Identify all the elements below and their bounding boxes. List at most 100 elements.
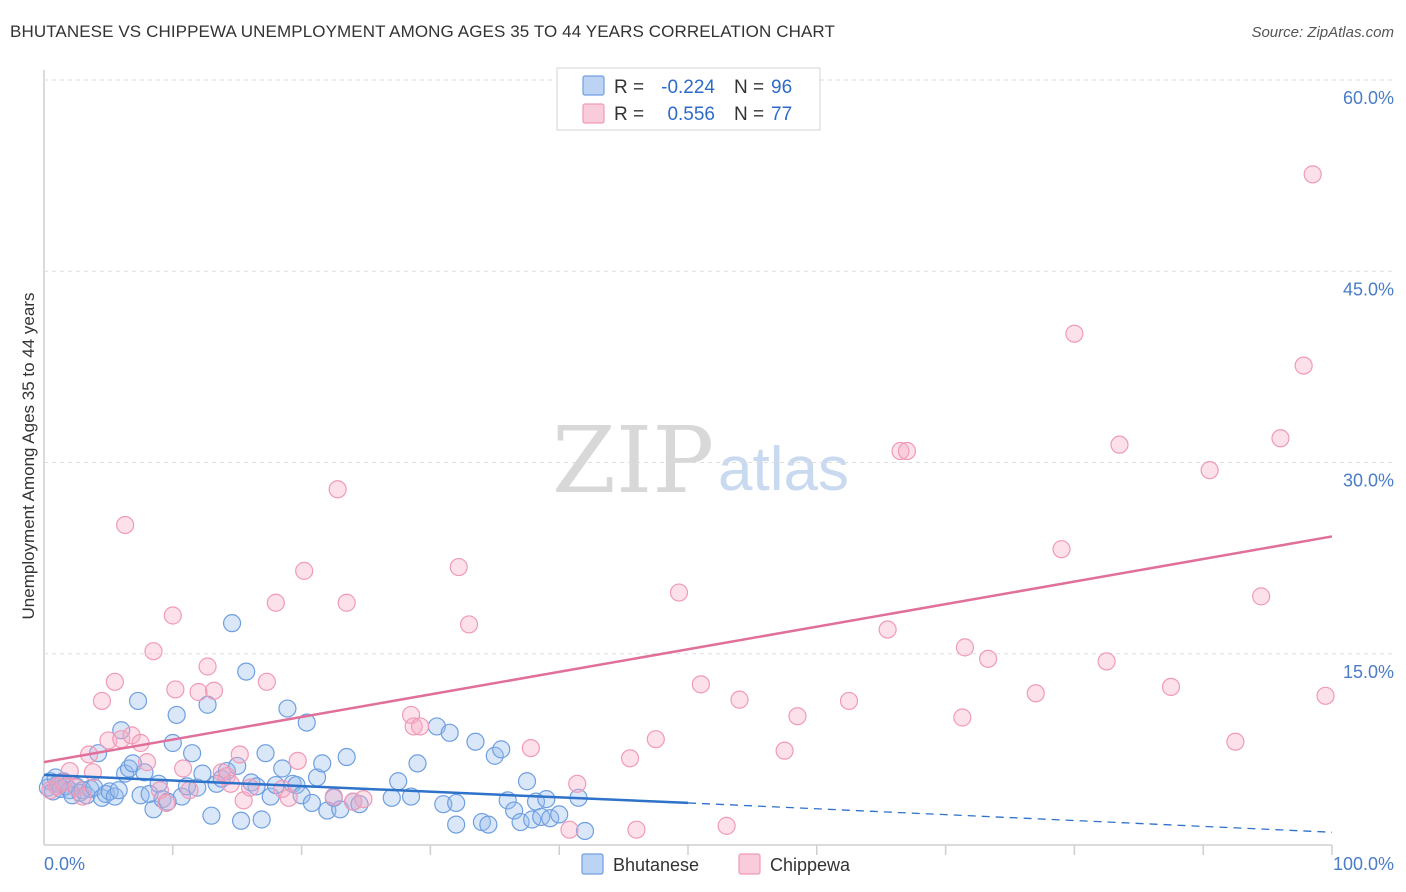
- bhutanese-point-68: [337, 747, 356, 767]
- chippewa-point-70: [1097, 652, 1116, 671]
- chippewa-point-9: [99, 731, 118, 750]
- chippewa-point-15: [137, 753, 157, 772]
- chippewa-point-55: [691, 675, 710, 694]
- chippewa-point-60: [839, 691, 859, 711]
- legend-n-value-2: 77: [771, 104, 792, 125]
- bhutanese-point-88: [517, 772, 537, 791]
- bhutanese-point-84: [492, 740, 511, 759]
- bhutanese-point-76: [440, 723, 459, 742]
- bhutanese-point-26: [128, 691, 148, 711]
- bhutanese-point-91: [532, 807, 551, 827]
- bhutanese-point-94: [550, 805, 569, 824]
- chippewa-point-4: [67, 778, 86, 797]
- trend-lines: [43, 535, 1333, 833]
- y-tick-label-45: 45.0%: [1343, 279, 1394, 299]
- chippewa-point-74: [1226, 732, 1245, 751]
- bhutanese-point-51: [247, 777, 266, 796]
- chippewa-point-20: [166, 680, 185, 699]
- bhutanese-point-77: [434, 795, 453, 814]
- chippewa-point-37: [295, 561, 314, 580]
- series-legend-label-chippewa: Chippewa: [770, 855, 851, 875]
- y-tick-label-30: 30.0%: [1343, 471, 1394, 491]
- chippewa-point-56: [717, 816, 736, 835]
- chippewa-point-63: [897, 441, 917, 461]
- bhutanese-point-53: [256, 744, 275, 763]
- bhutanese-point-49: [237, 662, 256, 681]
- legend-r-value-2: 0.556: [667, 104, 715, 125]
- chippewa-point-5: [73, 787, 92, 806]
- chippewa-point-65: [955, 638, 975, 657]
- chippewa-point-22: [180, 781, 199, 800]
- bhutanese-point-86: [505, 801, 524, 820]
- bhutanese-point-80: [466, 732, 485, 751]
- bhutanese-point-35: [167, 705, 186, 725]
- bhutanese-point-96: [575, 821, 595, 841]
- legend-n-value-1: 96: [771, 77, 792, 98]
- chippewa-point-51: [620, 749, 640, 768]
- bhutanese-point-92: [537, 789, 556, 809]
- series-chippewa-points: [41, 165, 1335, 839]
- chippewa-point-79: [1316, 686, 1335, 705]
- chippewa-point-35: [279, 788, 298, 807]
- bhutanese-point-82: [479, 815, 498, 834]
- chippewa-point-57: [730, 690, 749, 709]
- chippewa-point-12: [116, 515, 135, 535]
- watermark-atlas: atlas: [718, 435, 849, 504]
- chippewa-point-46: [449, 557, 468, 577]
- chippewa-point-53: [646, 730, 665, 749]
- chippewa-point-52: [627, 820, 646, 839]
- bhutanese-point-87: [511, 812, 530, 832]
- chippewa-point-76: [1271, 429, 1290, 448]
- series-legend: Bhutanese Chippewa: [581, 853, 851, 875]
- chippewa-point-31: [240, 778, 260, 797]
- legend-r-label-1: R =: [614, 77, 644, 98]
- y-tick-label-60: 60.0%: [1343, 88, 1394, 108]
- chart-title: BHUTANESE VS CHIPPEWA UNEMPLOYMENT AMONG…: [10, 22, 835, 41]
- chippewa-trend-line: [43, 535, 1333, 764]
- chippewa-point-58: [775, 741, 794, 760]
- bhutanese-point-21: [109, 781, 128, 800]
- chippewa-point-38: [324, 787, 343, 806]
- bhutanese-point-78: [447, 815, 466, 834]
- bhutanese-point-57: [278, 699, 297, 718]
- x-tick-label-max: 100.0%: [1333, 854, 1394, 874]
- bhutanese-point-42: [202, 806, 221, 825]
- y-tick-label-15: 15.0%: [1343, 662, 1394, 682]
- bhutanese-trend-line: [43, 773, 689, 805]
- legend-swatch-chippewa: [582, 103, 605, 124]
- y-axis-label: Unemployment Among Ages 35 to 44 years: [19, 293, 38, 620]
- chippewa-point-77: [1294, 356, 1313, 375]
- chippewa-point-33: [266, 593, 285, 612]
- chippewa-point-19: [163, 606, 182, 625]
- bhutanese-point-61: [297, 713, 316, 732]
- bhutanese-point-72: [389, 772, 408, 791]
- chippewa-point-72: [1161, 677, 1181, 697]
- legend-swatch-bhutanese: [582, 75, 605, 96]
- bhutanese-point-38: [183, 744, 202, 763]
- gridlines: [44, 79, 1394, 655]
- chippewa-point-24: [198, 657, 217, 676]
- bhutanese-point-71: [382, 788, 401, 807]
- chippewa-point-47: [459, 615, 479, 634]
- x-ticks: [172, 845, 1333, 855]
- chippewa-point-66: [979, 649, 998, 668]
- bhutanese-point-56: [273, 759, 292, 778]
- chippewa-point-36: [288, 751, 307, 770]
- bhutanese-point-74: [408, 754, 427, 773]
- bhutanese-point-46: [222, 614, 242, 633]
- series-legend-label-bhutanese: Bhutanese: [613, 855, 699, 875]
- bhutanese-point-73: [401, 787, 421, 806]
- chippewa-point-10: [105, 672, 124, 691]
- chippewa-point-78: [1303, 165, 1322, 184]
- chippewa-point-29: [230, 745, 249, 764]
- chippewa-point-8: [92, 691, 112, 711]
- bhutanese-point-52: [252, 810, 271, 829]
- legend-r-value-1: -0.224: [661, 77, 715, 98]
- chippewa-point-75: [1252, 587, 1271, 606]
- bhutanese-point-64: [313, 754, 332, 773]
- chippewa-point-67: [1026, 684, 1045, 703]
- bhutanese-point-62: [302, 793, 322, 813]
- bhutanese-point-40: [193, 764, 212, 783]
- y-tick-labels: 15.0% 30.0% 45.0% 60.0%: [1343, 88, 1394, 682]
